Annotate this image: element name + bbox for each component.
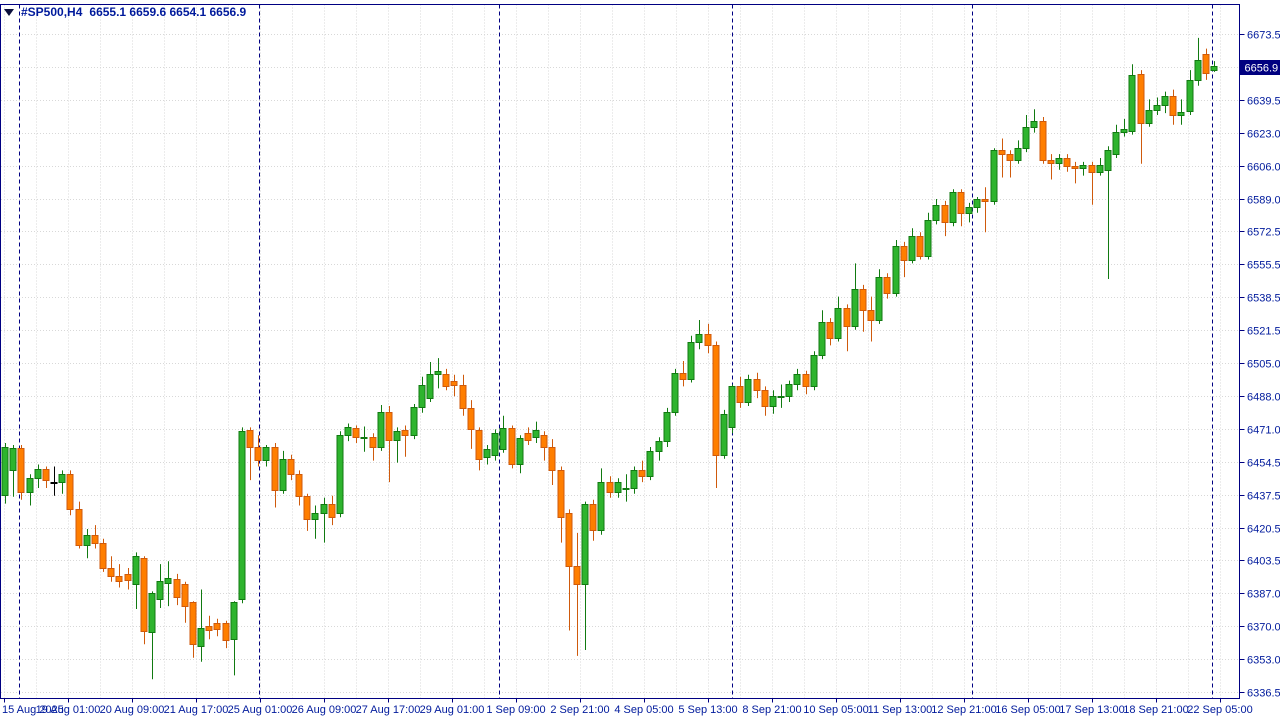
time-tick-label: 10 Sep 05:00 <box>803 704 868 716</box>
symbol-menu-arrow[interactable] <box>4 8 14 16</box>
price-tick-label: 6639.5 <box>1247 96 1280 108</box>
ohlc-values: 6655.1 6659.6 6654.1 6656.9 <box>89 5 247 19</box>
period-separators <box>19 4 1213 699</box>
price-tick-label: 6488.0 <box>1247 392 1280 404</box>
symbol-period-label: #SP500,H4 <box>21 5 83 19</box>
time-tick-label: 19 Aug 01:00 <box>36 704 101 716</box>
price-tick-label: 6623.0 <box>1247 129 1280 141</box>
price-tick-label: 6370.0 <box>1247 622 1280 634</box>
price-tick-label: 6403.5 <box>1247 556 1280 568</box>
time-tick-label: 12 Sep 21:00 <box>931 704 996 716</box>
time-tick-label: 22 Sep 05:00 <box>1187 704 1252 716</box>
chart-title: #SP500,H4 6655.1 6659.6 6654.1 6656.9 <box>4 5 246 19</box>
time-tick-label: 27 Aug 17:00 <box>356 704 421 716</box>
candles <box>1 37 1218 680</box>
chart-grid <box>1 4 1239 699</box>
price-tick-label: 6471.0 <box>1247 425 1280 437</box>
price-axis[interactable]: 6673.5 6656.9 6639.5 6623.0 6606.0 6589.0 6572… <box>1239 30 1280 700</box>
time-tick-label: 29 Aug 01:00 <box>420 704 485 716</box>
price-tick-label: 6387.0 <box>1247 589 1280 601</box>
price-tick-label: 6589.0 <box>1247 195 1280 207</box>
price-tick-label: 6538.5 <box>1247 293 1280 305</box>
time-tick-label: 17 Sep 13:00 <box>1059 704 1124 716</box>
price-tick-label: 6505.0 <box>1247 359 1280 371</box>
price-tick-label: 6420.5 <box>1247 524 1280 536</box>
time-tick-label: 15 Aug 2025 <box>2 704 64 716</box>
time-tick-label: 20 Aug 09:00 <box>100 704 165 716</box>
price-tick-label: 6572.5 <box>1247 227 1280 239</box>
time-tick-label: 26 Aug 09:00 <box>292 704 357 716</box>
price-tick-label: 6454.5 <box>1247 458 1280 470</box>
time-tick-label: 2 Sep 21:00 <box>550 704 609 716</box>
current-price-text: 6656.9 <box>1245 63 1279 75</box>
time-tick-label: 4 Sep 05:00 <box>614 704 673 716</box>
time-tick-label: 16 Sep 05:00 <box>995 704 1060 716</box>
price-tick-label: 6353.0 <box>1247 655 1280 667</box>
chart-frame <box>0 4 1240 699</box>
price-tick-label: 6555.5 <box>1247 260 1280 272</box>
time-tick-label: 21 Aug 17:00 <box>164 704 229 716</box>
time-tick-label: 25 Aug 01:00 <box>228 704 293 716</box>
time-tick-label: 1 Sep 09:00 <box>486 704 545 716</box>
price-tick-label: 6521.5 <box>1247 326 1280 338</box>
price-tick-label: 6437.5 <box>1247 491 1280 503</box>
price-tick-label: 6336.5 <box>1247 688 1280 700</box>
time-tick-label: 11 Sep 13:00 <box>868 704 933 716</box>
time-tick-label: 5 Sep 13:00 <box>678 704 737 716</box>
price-tick-label: 6606.0 <box>1247 162 1280 174</box>
current-price-label <box>1240 60 1280 75</box>
time-tick-label: 18 Sep 21:00 <box>1123 704 1188 716</box>
price-tick-label: 6673.5 <box>1247 30 1280 42</box>
time-tick-label: 8 Sep 21:00 <box>742 704 801 716</box>
